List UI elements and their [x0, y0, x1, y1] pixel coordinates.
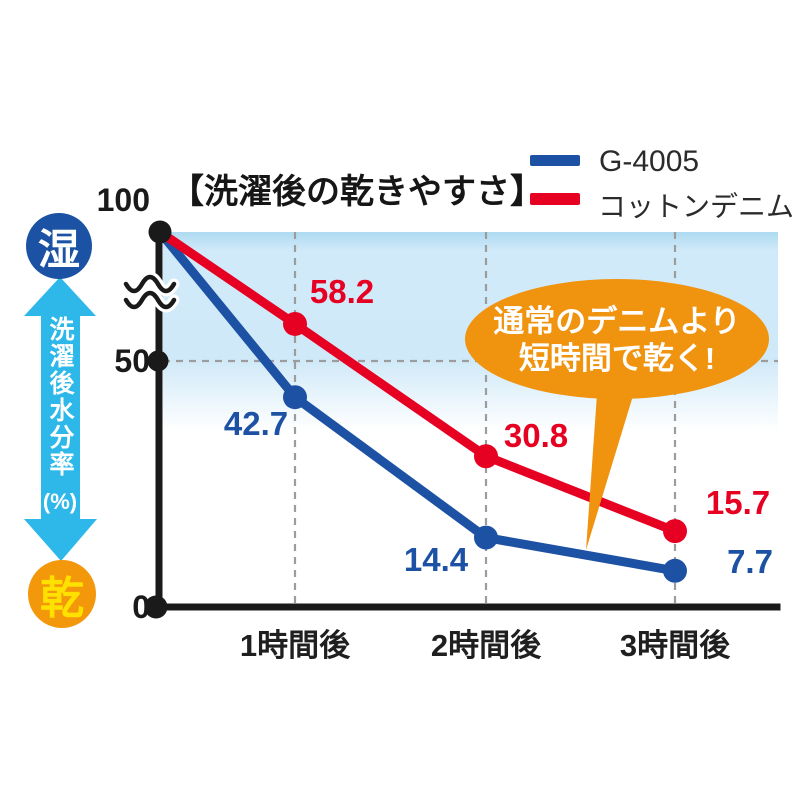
data-label: 14.4 — [403, 540, 469, 578]
axis-dot-0 — [144, 595, 168, 619]
x-tick-2h: 2時間後 — [430, 628, 542, 663]
data-point — [283, 385, 307, 410]
data-point — [663, 558, 687, 583]
callout-line2: 短時間で乾く! — [518, 341, 716, 376]
dry-label: 乾 — [40, 574, 84, 623]
callout-line1: 通常のデニムより — [493, 304, 741, 339]
y-axis-title-vertical: 洗濯後水分率 — [46, 316, 74, 478]
x-tick-3h: 3時間後 — [619, 628, 731, 663]
bubble-ellipse — [465, 279, 769, 399]
axis-dot-100 — [148, 220, 172, 244]
chart-title: 【洗濯後の乾きやすさ】 — [170, 173, 544, 211]
y-tick-0: 0 — [132, 589, 150, 625]
wet-label: 湿 — [37, 225, 80, 273]
legend-label-cotton-denim: コットンデニム — [598, 191, 795, 222]
legend-label-g4005: G-4005 — [599, 145, 700, 178]
axis-dots — [144, 220, 172, 619]
wet-badge: 湿 — [26, 213, 92, 279]
break-wave — [123, 290, 177, 310]
legend-swatch-g4005 — [530, 155, 580, 166]
data-label: 42.7 — [223, 405, 289, 443]
data-point — [474, 525, 498, 550]
axis-dot-50 — [147, 350, 169, 372]
series-line-g4005 — [155, 227, 680, 576]
y-tick-100: 100 — [96, 182, 150, 218]
callout-bubble — [465, 279, 769, 550]
wet-dry-arrow-icon — [24, 277, 97, 561]
break-wave — [123, 274, 177, 294]
bubble-tail — [586, 376, 639, 550]
legend-swatch-cotton-denim — [530, 193, 580, 205]
x-axis-line — [155, 603, 781, 611]
dry-badge: 乾 — [28, 560, 96, 628]
data-point — [663, 519, 687, 544]
callout-text: 通常のデニムより 短時間で乾く! — [466, 282, 768, 398]
series-group — [155, 227, 687, 583]
data-label: 30.8 — [503, 417, 569, 455]
data-label: 15.7 — [705, 484, 771, 522]
data-point — [283, 311, 307, 336]
series-line-cotton-denim — [155, 227, 680, 536]
data-point — [474, 444, 498, 469]
x-tick-1h: 1時間後 — [239, 628, 351, 663]
y-tick-50: 50 — [114, 343, 150, 379]
axes — [155, 232, 781, 611]
y-axis-unit: (%) — [42, 489, 78, 514]
y-axis-break-icon — [120, 271, 180, 313]
y-axis-line — [155, 232, 163, 608]
data-label: 7.7 — [727, 542, 773, 580]
data-label: 58.2 — [309, 272, 375, 310]
